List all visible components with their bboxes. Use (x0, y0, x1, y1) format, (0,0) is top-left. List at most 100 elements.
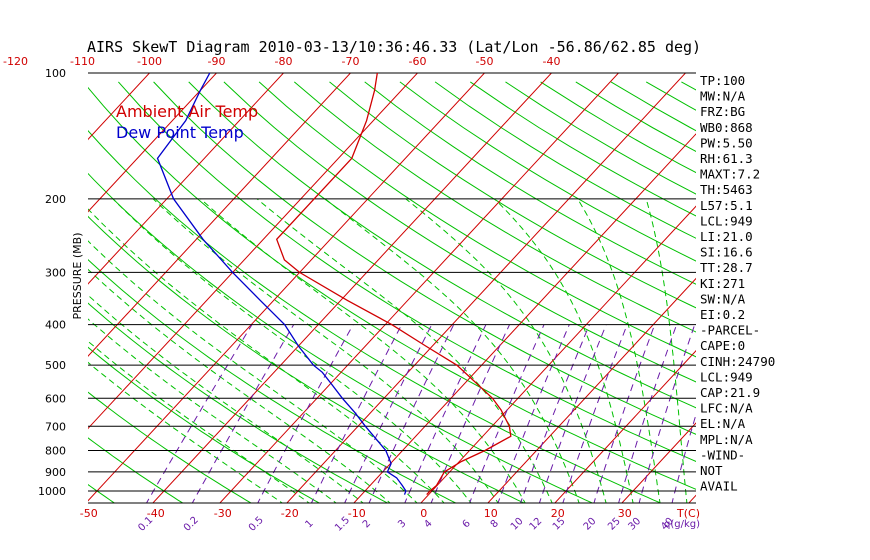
legend-dewpoint: Dew Point Temp (116, 123, 244, 142)
dry-adiabat (223, 81, 696, 383)
mixing-ratio-line (404, 324, 487, 503)
dry-adiabat (188, 81, 696, 409)
dry-adiabat (329, 81, 696, 309)
top-temp-label: -120 (3, 55, 28, 68)
index-item: PW:5.50 (700, 135, 753, 150)
legend-ambient: Ambient Air Temp (116, 102, 258, 121)
mixing-ratio-line (469, 324, 545, 503)
index-item: NOT (700, 463, 723, 478)
dry-adiabat (88, 484, 116, 503)
index-item: RH:61.3 (700, 151, 753, 166)
isotherm (88, 73, 285, 285)
dry-adiabat (118, 81, 696, 463)
index-item: MW:N/A (700, 89, 746, 104)
top-temp-label: -60 (409, 55, 427, 68)
dry-adiabat (88, 86, 696, 490)
index-item: CAP:21.9 (700, 385, 760, 400)
index-item: KI:271 (700, 276, 745, 291)
mixing-ratio-line (368, 324, 455, 503)
index-item: CAPE:0 (700, 338, 745, 353)
mixing-ratio-label: 0.5 (247, 515, 266, 534)
index-item: -WIND- (700, 447, 745, 462)
dry-adiabat (258, 81, 696, 358)
mixing-ratio-label: 3 (396, 518, 408, 530)
dry-adiabat (364, 81, 696, 285)
dry-adiabat (88, 258, 457, 503)
mixing-ratio-line (497, 324, 570, 503)
dry-adiabat (293, 81, 696, 333)
isotherm (88, 73, 151, 141)
mixing-unit-label: q(g/kg) (664, 519, 700, 530)
bottom-temp-label: -30 (214, 507, 232, 520)
dry-adiabat (153, 81, 696, 435)
index-item: SI:16.6 (700, 245, 753, 260)
pressure-label: 200 (45, 193, 66, 206)
moist-adiabat (88, 294, 364, 503)
mixing-ratio-line (191, 324, 295, 503)
index-item: CINH:24790 (700, 354, 775, 369)
pressure-label: 100 (45, 67, 66, 80)
pressure-label: 1000 (38, 485, 66, 498)
moist-adiabat (88, 361, 284, 503)
dry-adiabat (645, 81, 696, 111)
dry-adiabat (822, 82, 870, 505)
mixing-ratio-line (593, 324, 656, 503)
top-temp-label: -50 (476, 55, 494, 68)
moist-adiabat (152, 198, 499, 503)
mixing-ratio-label: 0.2 (182, 515, 201, 534)
mixing-ratio-line (519, 324, 590, 503)
moist-adiabat (88, 318, 337, 503)
mixing-ratio-label: 8 (489, 518, 501, 530)
dewpoint-temp-line (156, 73, 407, 495)
moist-adiabat (88, 240, 418, 503)
isotherm (88, 73, 486, 502)
mixing-ratio-label: 1 (304, 518, 316, 530)
isotherm (754, 64, 870, 505)
dry-adiabat (88, 302, 389, 503)
isotherm (621, 422, 696, 503)
y-axis-label: PRESSURE (MB) (71, 233, 84, 320)
index-item: LCL:949 (700, 369, 753, 384)
isotherm (88, 73, 352, 357)
moist-adiabat (256, 198, 553, 503)
mixing-ratio-label: 6 (461, 518, 473, 530)
mixing-ratio-line (310, 324, 403, 503)
top-temp-label: -40 (543, 55, 561, 68)
pressure-label: 500 (45, 359, 66, 372)
dry-adiabat (505, 81, 696, 195)
isotherm (420, 205, 696, 503)
bottom-temp-label: -50 (80, 507, 98, 520)
bottom-temp-label: 10 (484, 507, 498, 520)
ambient-temp-line (275, 73, 512, 496)
isotherm (353, 133, 696, 503)
top-temp-label: -110 (70, 55, 95, 68)
mixing-ratio-line (562, 324, 628, 503)
pressure-label: 400 (45, 319, 66, 332)
moist-adiabat (645, 198, 688, 503)
mixing-ratio-label: 4 (422, 518, 434, 530)
pressure-label: 300 (45, 266, 66, 279)
dry-adiabat (470, 81, 696, 217)
dry-adiabat (752, 82, 870, 505)
dry-adiabat (88, 437, 184, 503)
index-item: MPL:N/A (700, 432, 753, 447)
isotherm (554, 350, 696, 503)
x-axis-label: T(C) (676, 507, 700, 520)
index-item: TH:5463 (700, 182, 753, 197)
mixing-ratio-line (618, 324, 678, 503)
mixing-ratio-label: 12 (528, 516, 545, 533)
mixing-ratio-line (430, 324, 510, 503)
index-item: L57:5.1 (700, 198, 753, 213)
dry-adiabat (88, 391, 252, 503)
index-item: EI:0.2 (700, 307, 745, 322)
isotherm (0, 64, 24, 505)
index-item: MAXT:7.2 (700, 167, 760, 182)
pressure-label: 700 (45, 420, 66, 433)
top-temp-label: -70 (342, 55, 360, 68)
bottom-temp-label: -10 (348, 507, 366, 520)
mixing-ratio-line (344, 324, 433, 503)
index-item: AVAIL (700, 479, 738, 494)
top-temp-label: -100 (137, 55, 162, 68)
mixing-ratio-label: 2 (361, 518, 373, 530)
pressure-label: 900 (45, 466, 66, 479)
